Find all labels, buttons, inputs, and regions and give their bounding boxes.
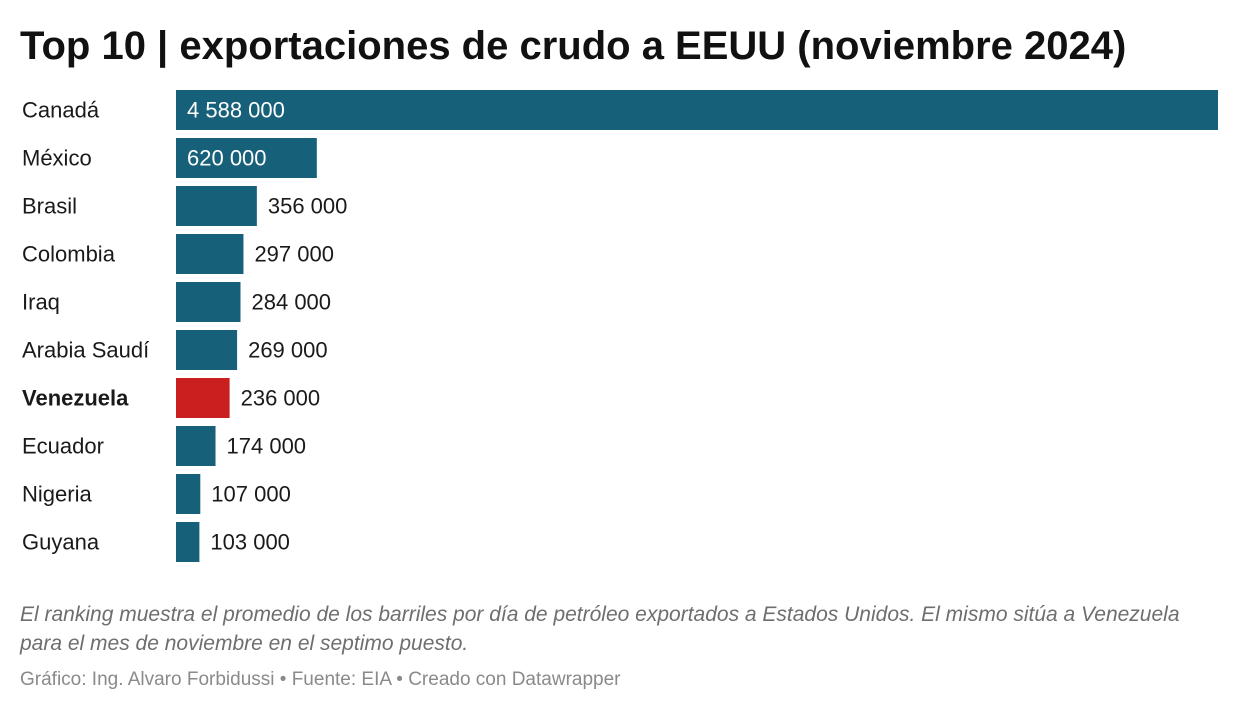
bar xyxy=(176,426,216,466)
category-label: Arabia Saudí xyxy=(22,338,149,363)
chart-title: Top 10 | exportaciones de crudo a EEUU (… xyxy=(20,24,1127,68)
bar xyxy=(176,522,200,562)
category-label: Canadá xyxy=(22,98,100,123)
bar xyxy=(176,90,1218,130)
value-label: 620 000 xyxy=(187,146,267,171)
value-label: 356 000 xyxy=(268,194,348,219)
chart-description: El ranking muestra el promedio de los ba… xyxy=(20,603,1180,655)
value-label: 269 000 xyxy=(248,338,328,363)
bar-chart: Canadá 4 588 000 México 620 000 Brasil 356 00… xyxy=(22,90,1218,562)
bar xyxy=(176,282,241,322)
bar xyxy=(176,474,201,514)
category-label: Nigeria xyxy=(22,482,92,507)
category-label: Ecuador xyxy=(22,434,104,459)
bar xyxy=(176,138,317,178)
value-label: 107 000 xyxy=(211,482,291,507)
category-label: México xyxy=(22,146,92,171)
value-label: 284 000 xyxy=(252,290,332,315)
value-label: 297 000 xyxy=(254,242,334,267)
category-label: Venezuela xyxy=(22,386,129,411)
category-label: Brasil xyxy=(22,194,77,219)
category-label: Guyana xyxy=(22,530,100,555)
chart-credits: Gráfico: Ing. Alvaro Forbidussi • Fuente… xyxy=(20,669,621,690)
value-label: 103 000 xyxy=(210,530,290,555)
bar xyxy=(176,234,244,274)
bar xyxy=(176,330,238,370)
value-label: 236 000 xyxy=(241,386,321,411)
value-label: 4 588 000 xyxy=(187,98,285,123)
bar xyxy=(176,378,230,418)
category-label: Colombia xyxy=(22,242,116,267)
value-label: 174 000 xyxy=(227,434,307,459)
category-label: Iraq xyxy=(22,290,60,315)
bar xyxy=(176,186,257,226)
